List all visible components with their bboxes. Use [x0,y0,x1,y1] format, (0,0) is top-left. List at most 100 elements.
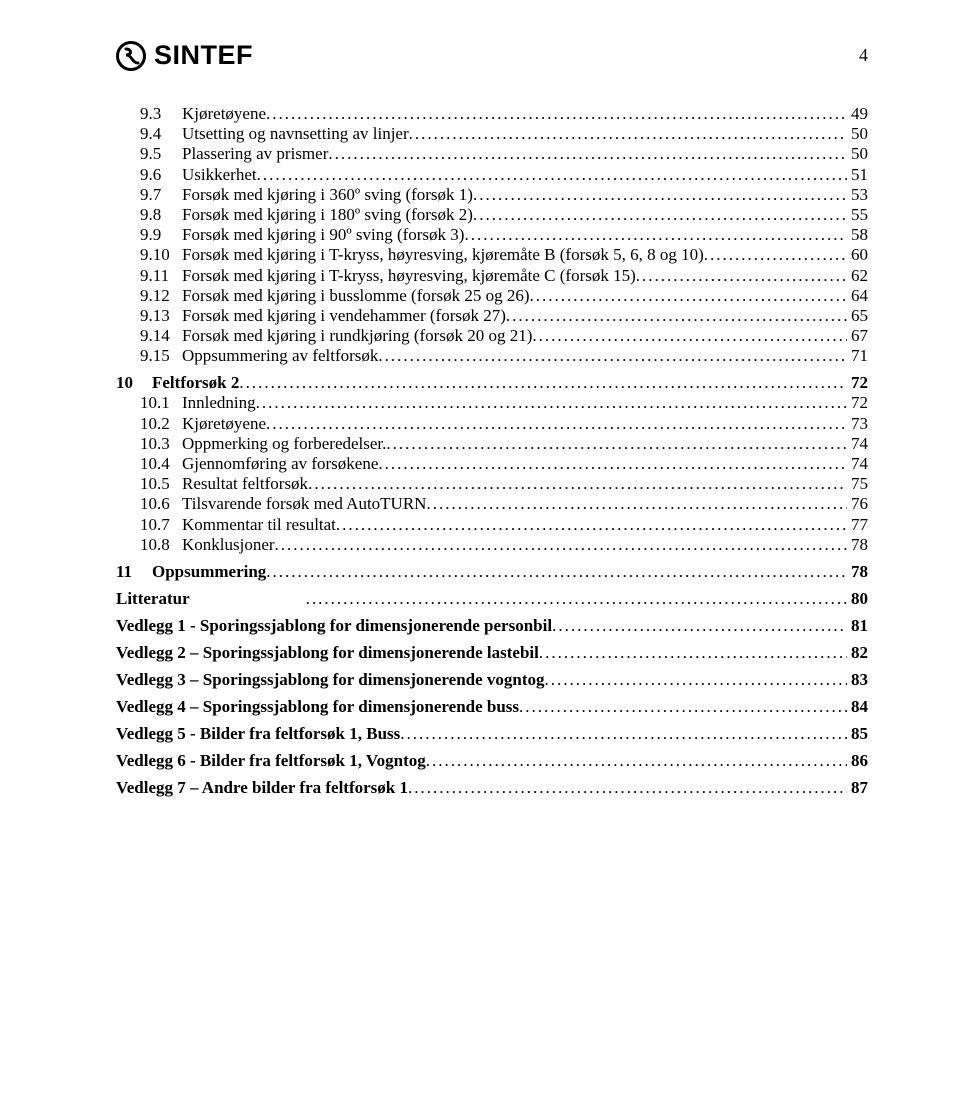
toc-entry-number: 10.7 [116,516,182,533]
toc-entry-title: Vedlegg 2 – Sporingssjablong for dimensj… [116,644,539,661]
toc-entry: 9.13Forsøk med kjøring i vendehammer (fo… [116,307,868,324]
toc-entry-title: Gjennomføring av forsøkene [182,455,378,472]
toc-entry: 9.7Forsøk med kjøring i 360º sving (fors… [116,186,868,203]
toc-entry: 10.5Resultat feltforsøk 75 [116,475,868,492]
toc-entry-number: 11 [116,563,152,580]
toc-entry-page: 50 [847,125,868,142]
toc-entry-page: 62 [847,267,868,284]
toc-entry-page: 60 [847,246,868,263]
toc-leader-dots [239,374,847,391]
toc-entry-page: 75 [847,475,868,492]
toc-entry-title: Oppsummering av feltforsøk [182,347,378,364]
page-header: SINTEF 4 [116,40,868,71]
toc-entry-title: Kommentar til resultat [182,516,336,533]
toc-leader-dots [464,226,847,243]
toc-entry: 9.9Forsøk med kjøring i 90º sving (forsø… [116,226,868,243]
toc-entry: 10.3Oppmerking og forberedelser.74 [116,435,868,452]
toc-entry-title: Forsøk med kjøring i 90º sving (forsøk 3… [182,226,464,243]
toc-leader-dots [426,752,847,769]
toc-entry: Vedlegg 1 - Sporingssjablong for dimensj… [116,617,868,634]
toc-entry-page: 67 [847,327,868,344]
toc-leader-dots [539,644,847,661]
toc-entry: 10Feltforsøk 272 [116,374,868,391]
toc-entry-number: 9.7 [116,186,182,203]
toc-entry-page: 85 [847,725,868,742]
page-number: 4 [859,45,868,66]
sintef-logo-text: SINTEF [154,40,253,71]
toc-entry-number: 9.13 [116,307,182,324]
toc-entry-number: 9.12 [116,287,182,304]
toc-entry-page: 82 [847,644,868,661]
toc-entry-title: Plassering av prismer [182,145,328,162]
toc-entry-number: 10.1 [116,394,182,411]
toc-leader-dots [275,536,847,553]
toc-entry-number: 9.15 [116,347,182,364]
toc-entry: 10.7Kommentar til resultat 77 [116,516,868,533]
toc-entry: Litteratur 80 [116,590,868,607]
toc-leader-dots [552,617,847,634]
toc-entry-title: Vedlegg 4 – Sporingssjablong for dimensj… [116,698,519,715]
toc-entry-page: 74 [847,455,868,472]
toc-entry-page: 65 [847,307,868,324]
toc-entry: 9.14Forsøk med kjøring i rundkjøring (fo… [116,327,868,344]
toc-leader-dots [473,206,847,223]
toc-entry: 10.6Tilsvarende forsøk med AutoTURN76 [116,495,868,512]
toc-entry-page: 58 [847,226,868,243]
toc-leader-dots [378,455,847,472]
toc-entry: 9.8Forsøk med kjøring i 180º sving (fors… [116,206,868,223]
toc-leader-dots [532,327,847,344]
toc-entry-number: 9.8 [116,206,182,223]
toc-entry-title: Litteratur [116,590,306,607]
toc-leader-dots [257,166,847,183]
toc-entry-page: 53 [847,186,868,203]
toc-entry: 9.15Oppsummering av feltforsøk71 [116,347,868,364]
toc-entry: 9.10Forsøk med kjøring i T-kryss, høyres… [116,246,868,263]
toc-entry-title: Forsøk med kjøring i T-kryss, høyresving… [182,246,704,263]
toc-entry-title: Tilsvarende forsøk med AutoTURN [182,495,426,512]
toc-entry-title: Feltforsøk 2 [152,374,239,391]
toc-leader-dots [266,563,847,580]
toc-entry-page: 77 [847,516,868,533]
toc-entry: Vedlegg 6 - Bilder fra feltforsøk 1, Vog… [116,752,868,769]
toc-leader-dots [519,698,847,715]
toc-leader-dots [266,105,847,122]
toc-entry-page: 86 [847,752,868,769]
sintef-logo-icon [116,41,146,71]
toc-entry-title: Resultat feltforsøk [182,475,308,492]
toc-entry-number: 10.5 [116,475,182,492]
toc-entry-title: Forsøk med kjøring i T-kryss, høyresving… [182,267,636,284]
toc-entry: 9.6Usikkerhet51 [116,166,868,183]
toc-entry-title: Vedlegg 5 - Bilder fra feltforsøk 1, Bus… [116,725,400,742]
toc-leader-dots [256,394,847,411]
toc-entry-title: Vedlegg 1 - Sporingssjablong for dimensj… [116,617,552,634]
toc-entry-page: 83 [847,671,868,688]
toc-leader-dots [306,590,847,607]
toc-leader-dots [530,287,847,304]
toc-entry-number: 10.6 [116,495,182,512]
toc-entry-page: 80 [847,590,868,607]
toc-entry-page: 74 [847,435,868,452]
toc-entry-title: Innledning [182,394,256,411]
toc-entry: 11Oppsummering78 [116,563,868,580]
toc-leader-dots [378,347,847,364]
toc-entry-title: Vedlegg 3 – Sporingssjablong for dimensj… [116,671,545,688]
toc-entry-number: 9.4 [116,125,182,142]
toc-entry-number: 10.8 [116,536,182,553]
toc-entry: Vedlegg 3 – Sporingssjablong for dimensj… [116,671,868,688]
toc-leader-dots [506,307,847,324]
toc-leader-dots [308,475,847,492]
toc-entry-title: Forsøk med kjøring i 360º sving (forsøk … [182,186,473,203]
toc-entry: 10.8Konklusjoner78 [116,536,868,553]
toc-leader-dots [336,516,847,533]
toc-entry-page: 81 [847,617,868,634]
toc-entry: Vedlegg 4 – Sporingssjablong for dimensj… [116,698,868,715]
toc-entry-page: 78 [847,536,868,553]
toc-entry-title: Forsøk med kjøring i rundkjøring (forsøk… [182,327,532,344]
toc-entry-number: 9.11 [116,267,182,284]
toc-entry: 9.3Kjøretøyene49 [116,105,868,122]
toc-entry: 9.11Forsøk med kjøring i T-kryss, høyres… [116,267,868,284]
table-of-contents: 9.3Kjøretøyene499.4Utsetting og navnsett… [116,105,868,796]
toc-entry-title: Oppmerking og forberedelser. [182,435,386,452]
toc-entry-number: 9.3 [116,105,182,122]
toc-entry-page: 64 [847,287,868,304]
